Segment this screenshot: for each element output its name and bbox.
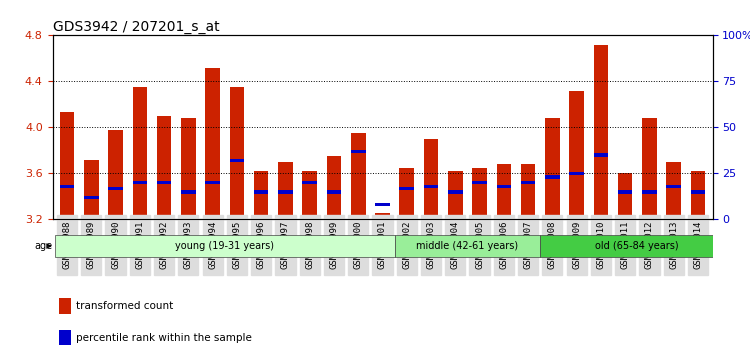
- Bar: [667, 185, 681, 188]
- Bar: [472, 181, 487, 184]
- Bar: [667, 162, 681, 219]
- Bar: [448, 171, 463, 219]
- Bar: [642, 190, 657, 194]
- Bar: [108, 187, 123, 190]
- Bar: [545, 176, 560, 179]
- Bar: [206, 181, 220, 184]
- Bar: [206, 68, 220, 219]
- Bar: [520, 164, 536, 219]
- Bar: [84, 160, 98, 219]
- Bar: [400, 187, 414, 190]
- Bar: [400, 168, 414, 219]
- Bar: [691, 190, 705, 194]
- Bar: [157, 116, 172, 219]
- Text: GDS3942 / 207201_s_at: GDS3942 / 207201_s_at: [53, 21, 219, 34]
- FancyBboxPatch shape: [540, 235, 734, 257]
- Text: transformed count: transformed count: [76, 301, 172, 311]
- Bar: [59, 330, 71, 346]
- Bar: [593, 45, 608, 219]
- Bar: [448, 190, 463, 194]
- Bar: [84, 196, 98, 199]
- Text: age: age: [34, 241, 53, 251]
- Text: young (19-31 years): young (19-31 years): [176, 241, 274, 251]
- Bar: [181, 118, 196, 219]
- Bar: [230, 159, 244, 162]
- Text: percentile rank within the sample: percentile rank within the sample: [76, 333, 251, 343]
- Bar: [351, 150, 365, 153]
- Bar: [375, 203, 390, 206]
- Bar: [424, 139, 438, 219]
- Bar: [133, 181, 147, 184]
- Bar: [108, 130, 123, 219]
- Bar: [278, 190, 292, 194]
- Bar: [60, 113, 74, 219]
- Bar: [59, 298, 71, 314]
- Bar: [327, 190, 341, 194]
- Text: old (65-84 years): old (65-84 years): [596, 241, 679, 251]
- Bar: [302, 171, 317, 219]
- FancyBboxPatch shape: [55, 235, 394, 257]
- Text: middle (42-61 years): middle (42-61 years): [416, 241, 518, 251]
- Bar: [424, 185, 438, 188]
- Bar: [278, 162, 292, 219]
- Bar: [375, 212, 390, 219]
- Bar: [254, 171, 268, 219]
- Bar: [593, 153, 608, 157]
- Bar: [520, 181, 536, 184]
- Bar: [157, 181, 172, 184]
- Bar: [181, 190, 196, 194]
- Bar: [60, 185, 74, 188]
- Bar: [472, 168, 487, 219]
- Bar: [133, 87, 147, 219]
- Bar: [618, 190, 632, 194]
- Bar: [351, 133, 365, 219]
- FancyBboxPatch shape: [394, 235, 540, 257]
- Bar: [569, 91, 584, 219]
- Bar: [302, 181, 317, 184]
- Bar: [254, 190, 268, 194]
- Bar: [642, 118, 657, 219]
- Bar: [496, 185, 511, 188]
- Bar: [618, 173, 632, 219]
- Bar: [327, 156, 341, 219]
- Bar: [230, 87, 244, 219]
- Bar: [569, 172, 584, 175]
- Bar: [545, 118, 560, 219]
- Bar: [691, 171, 705, 219]
- Bar: [496, 164, 511, 219]
